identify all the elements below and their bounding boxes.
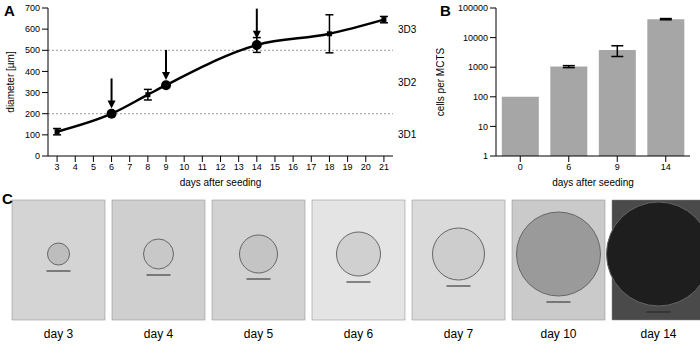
svg-text:14: 14 [661, 162, 671, 172]
svg-text:200: 200 [25, 109, 40, 119]
svg-text:13: 13 [234, 162, 244, 172]
svg-text:0: 0 [518, 162, 523, 172]
html-text:C: C [2, 190, 13, 207]
svg-text:day 7: day 7 [444, 327, 474, 341]
html-text:B: B [440, 2, 451, 19]
svg-text:21: 21 [379, 162, 389, 172]
svg-text:700: 700 [25, 3, 40, 13]
svg-text:10: 10 [478, 122, 488, 132]
svg-text:3D3: 3D3 [398, 24, 417, 35]
svg-text:10000: 10000 [463, 33, 488, 43]
svg-text:cells per MCTS: cells per MCTS [436, 48, 446, 117]
svg-text:8: 8 [145, 162, 150, 172]
svg-text:1000: 1000 [468, 62, 488, 72]
svg-text:10: 10 [179, 162, 189, 172]
svg-text:6: 6 [109, 162, 114, 172]
svg-text:12: 12 [215, 162, 225, 172]
svg-text:days after seeding: days after seeding [552, 177, 634, 188]
svg-text:11: 11 [198, 162, 207, 172]
svg-text:day 5: day 5 [244, 327, 274, 341]
svg-text:100: 100 [473, 92, 488, 102]
svg-text:17: 17 [306, 162, 316, 172]
svg-text:5: 5 [91, 162, 96, 172]
svg-text:100: 100 [25, 130, 40, 140]
svg-text:diameter [µm]: diameter [µm] [5, 51, 16, 113]
svg-text:20: 20 [361, 162, 371, 172]
svg-text:3: 3 [55, 162, 60, 172]
svg-text:500: 500 [25, 45, 40, 55]
svg-text:3D2: 3D2 [398, 77, 417, 88]
svg-text:18: 18 [324, 162, 334, 172]
svg-text:14: 14 [252, 162, 262, 172]
svg-text:16: 16 [288, 162, 298, 172]
svg-text:600: 600 [25, 24, 40, 34]
svg-text:day 14: day 14 [640, 327, 676, 341]
svg-text:0: 0 [35, 151, 40, 161]
svg-text:19: 19 [343, 162, 353, 172]
svg-text:100000: 100000 [458, 3, 488, 13]
svg-text:day 10: day 10 [540, 327, 576, 341]
html-text:A: A [4, 2, 15, 19]
svg-text:300: 300 [25, 88, 40, 98]
svg-text:15: 15 [270, 162, 280, 172]
svg-text:1: 1 [483, 151, 488, 161]
svg-text:days after seeding: days after seeding [180, 177, 262, 188]
svg-text:6: 6 [566, 162, 571, 172]
svg-text:day 6: day 6 [344, 327, 374, 341]
svg-text:3D1: 3D1 [398, 129, 417, 140]
svg-text:4: 4 [73, 162, 78, 172]
svg-text:day 3: day 3 [44, 327, 74, 341]
svg-text:9: 9 [164, 162, 169, 172]
svg-text:day 4: day 4 [144, 327, 174, 341]
svg-text:400: 400 [25, 67, 40, 77]
svg-text:9: 9 [615, 162, 620, 172]
svg-text:7: 7 [127, 162, 132, 172]
